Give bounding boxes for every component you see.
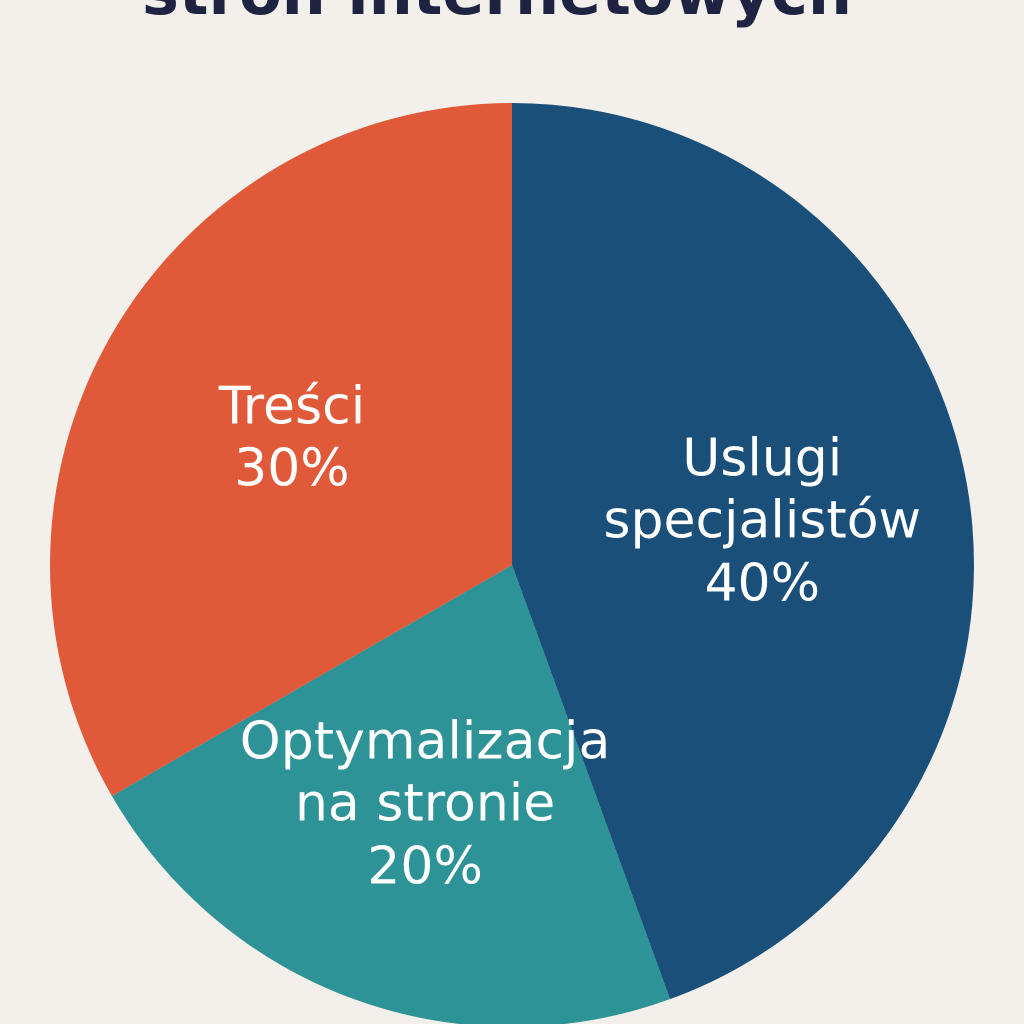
chart-title: stron internetowych — [142, 0, 852, 29]
slice-value: 20% — [367, 835, 483, 896]
pie-slice — [111, 565, 671, 1024]
slice-name: Uslugi specjalistów — [603, 428, 922, 551]
slice-label: Uslugi specjalistów 40% — [552, 427, 972, 614]
pie-slice — [49, 103, 512, 796]
slice-value: 40% — [704, 553, 821, 614]
pie-slice — [512, 103, 974, 1000]
slice-name: Optymalizacja na stronie — [239, 711, 611, 834]
slice-label: Optymalizacja na stronie 20% — [215, 710, 635, 897]
slice-value: 30% — [234, 438, 350, 499]
slice-name: Treści — [218, 376, 366, 437]
slice-label: Treści 30% — [82, 376, 502, 501]
